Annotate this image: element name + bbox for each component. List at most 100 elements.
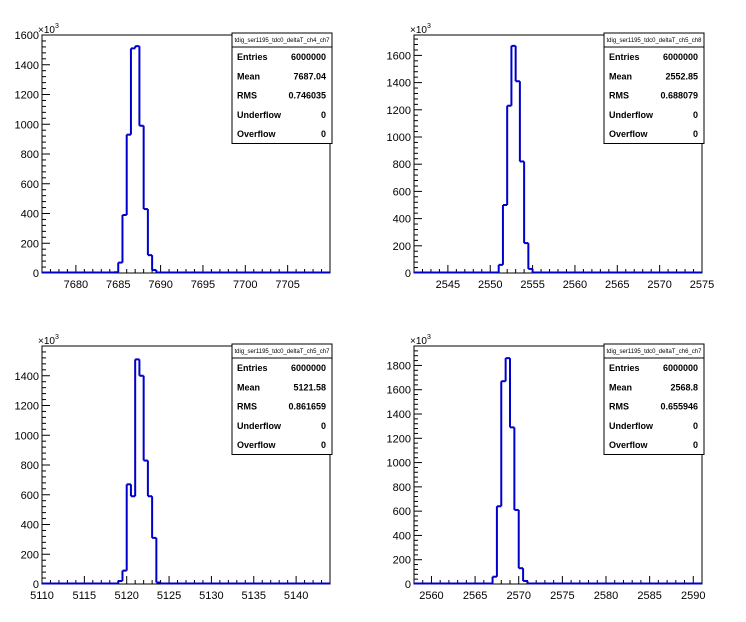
stats-box: [603, 343, 705, 455]
y-exponent-label: ×103: [38, 334, 59, 347]
y-tick-label: 1000: [387, 132, 411, 144]
y-exponent-base: ×10: [410, 25, 427, 36]
x-tick-label: 5140: [284, 590, 308, 602]
y-tick-label: 1600: [387, 50, 411, 62]
y-tick-label: 400: [393, 530, 411, 542]
y-tick-label: 200: [21, 238, 39, 250]
y-tick-label: 0: [405, 268, 411, 280]
y-exponent-base: ×10: [38, 336, 55, 347]
stats-value-underflow: 0: [693, 421, 698, 431]
histogram-pad-1: 7680 7685 7690 7695 7700 7705 0 200 400 600 800 100…: [15, 23, 333, 291]
stats-value-rms: 0.688079: [660, 91, 698, 101]
stats-label-underflow: Underflow: [609, 110, 654, 120]
stats-label-entries: Entries: [237, 52, 268, 62]
y-exponent-power: 3: [55, 334, 59, 341]
stats-label-overflow: Overflow: [237, 129, 277, 139]
stats-box: [231, 343, 333, 455]
stats-value-mean: 2568.8: [670, 382, 698, 392]
x-tick-label: 5135: [242, 590, 266, 602]
x-tick-label: 2560: [563, 279, 587, 291]
stats-value-mean: 7687.04: [293, 71, 326, 81]
y-tick-label: 600: [393, 186, 411, 198]
stats-value-overflow: 0: [693, 129, 698, 139]
x-tick-label: 7690: [148, 279, 172, 291]
y-exponent-label: ×103: [38, 23, 59, 36]
x-tick-label: 2570: [506, 590, 530, 602]
y-tick-label: 1000: [15, 430, 39, 442]
x-tick-label: 2590: [681, 590, 705, 602]
y-tick-label: 1200: [15, 401, 39, 413]
x-tick-label: 2575: [550, 590, 574, 602]
y-tick-label: 0: [33, 268, 39, 280]
y-tick-label: 1800: [387, 360, 411, 372]
stats-value-entries: 6000000: [291, 363, 326, 373]
y-tick-label: 1200: [15, 90, 39, 102]
histogram-pad-3: 5110 5115 5120 5125 5130 5135 5140 0 200 400 600 80…: [15, 334, 333, 602]
y-tick-label: 400: [393, 214, 411, 226]
x-tick-label: 2570: [647, 279, 671, 291]
stats-label-entries: Entries: [609, 363, 640, 373]
y-exponent-power: 3: [55, 23, 59, 30]
x-tick-label: 7680: [64, 279, 88, 291]
stats-label-mean: Mean: [237, 382, 260, 392]
y-tick-label: 200: [393, 555, 411, 567]
y-tick-label: 1200: [387, 433, 411, 445]
histogram-pad-4: 2560 2565 2570 2575 2580 2585 2590 0 200 400 600 80…: [387, 334, 706, 602]
stats-value-underflow: 0: [321, 110, 326, 120]
stats-value-overflow: 0: [321, 440, 326, 450]
y-tick-label: 400: [21, 209, 39, 221]
y-tick-label: 400: [21, 520, 39, 532]
stats-value-entries: 6000000: [663, 363, 698, 373]
stats-label-rms: RMS: [609, 402, 629, 412]
y-exponent-power: 3: [427, 334, 431, 341]
y-tick-label: 800: [393, 482, 411, 494]
stats-value-mean: 2552.85: [665, 71, 698, 81]
y-tick-label: 200: [393, 241, 411, 253]
stats-label-rms: RMS: [237, 402, 257, 412]
stats-title: tdig_ser1195_tdc0_deltaT_ch4_ch7: [235, 38, 331, 44]
stats-label-overflow: Overflow: [237, 440, 277, 450]
x-tick-label: 5130: [199, 590, 223, 602]
stats-title: tdig_ser1195_tdc0_deltaT_ch6_ch7: [607, 349, 703, 355]
y-exponent-label: ×103: [410, 334, 431, 347]
stats-value-entries: 6000000: [291, 52, 326, 62]
y-tick-label: 800: [21, 149, 39, 161]
stats-value-entries: 6000000: [663, 52, 698, 62]
stats-title: tdig_ser1195_tdc0_deltaT_ch5_ch8: [607, 38, 703, 44]
x-tick-label: 5115: [73, 590, 97, 602]
stats-label-rms: RMS: [609, 91, 629, 101]
x-tick-label: 2555: [520, 279, 544, 291]
x-tick-label: 2580: [594, 590, 618, 602]
stats-box: [603, 32, 705, 144]
stats-value-overflow: 0: [693, 440, 698, 450]
y-tick-label: 600: [21, 179, 39, 191]
y-tick-label: 1400: [15, 371, 39, 383]
y-exponent-power: 3: [427, 23, 431, 30]
stats-label-mean: Mean: [237, 71, 260, 81]
y-tick-label: 1400: [387, 78, 411, 90]
y-tick-label: 1600: [15, 30, 39, 42]
y-tick-label: 1400: [15, 60, 39, 72]
x-tick-label: 5110: [30, 590, 54, 602]
stats-value-rms: 0.746035: [288, 91, 326, 101]
stats-value-underflow: 0: [321, 421, 326, 431]
stats-value-overflow: 0: [321, 129, 326, 139]
stats-label-overflow: Overflow: [609, 129, 649, 139]
y-tick-label: 1600: [387, 385, 411, 397]
y-exponent-base: ×10: [38, 25, 55, 36]
stats-title: tdig_ser1195_tdc0_deltaT_ch5_ch7: [235, 349, 331, 355]
stats-label-overflow: Overflow: [609, 440, 649, 450]
stats-label-rms: RMS: [237, 91, 257, 101]
x-tick-label: 2545: [436, 279, 460, 291]
y-exponent-base: ×10: [410, 336, 427, 347]
y-tick-label: 0: [33, 579, 39, 591]
y-tick-label: 1200: [387, 105, 411, 117]
stats-label-mean: Mean: [609, 382, 632, 392]
x-tick-label: 5120: [114, 590, 138, 602]
stats-box: [231, 32, 333, 144]
stats-label-underflow: Underflow: [237, 421, 282, 431]
x-tick-label: 5125: [157, 590, 181, 602]
y-tick-label: 600: [21, 490, 39, 502]
y-tick-label: 0: [405, 579, 411, 591]
